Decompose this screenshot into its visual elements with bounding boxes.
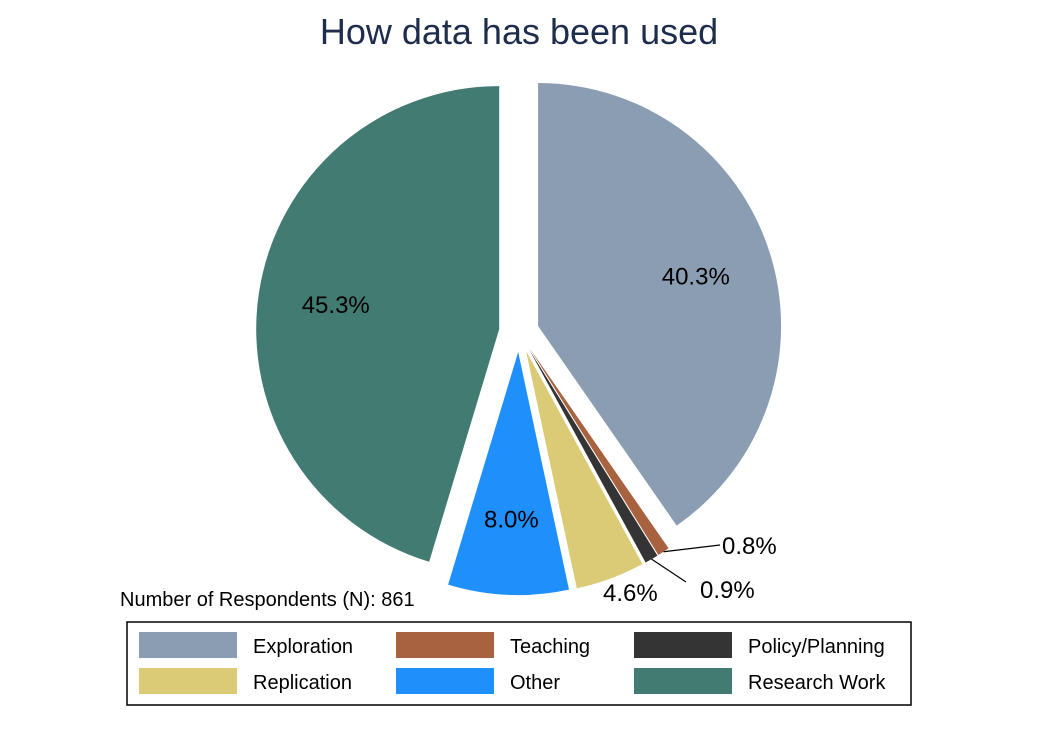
leader-line-teaching	[663, 544, 721, 553]
slice-labels: 40.3% 0.8% 0.9% 4.6% 8.0% 45.3%	[302, 264, 777, 607]
slice-label-other: 8.0%	[484, 507, 539, 534]
legend-label-teaching: Teaching	[510, 636, 590, 658]
pie-slice-exploration	[538, 83, 782, 526]
leader-lines	[651, 544, 721, 583]
legend-label-policy-planning: Policy/Planning	[748, 636, 885, 658]
legend-label-replication: Replication	[253, 672, 352, 694]
legend-label-research-work: Research Work	[748, 672, 886, 694]
pie-slice-other	[448, 351, 569, 595]
pie-slice-research-work	[256, 86, 500, 562]
slice-label-policy-planning: 0.9%	[700, 577, 755, 604]
pie-slices	[256, 83, 782, 595]
legend-swatch-teaching	[396, 632, 494, 658]
respondents-note: Number of Respondents (N): 861	[120, 589, 415, 611]
slice-label-teaching: 0.8%	[722, 533, 777, 560]
leader-line-policy-planning	[651, 558, 687, 583]
legend-swatch-research-work	[634, 668, 732, 694]
legend-swatch-policy-planning	[634, 632, 732, 658]
slice-label-exploration: 40.3%	[662, 264, 730, 291]
legend-swatch-exploration	[139, 632, 237, 658]
legend-swatch-other	[396, 668, 494, 694]
legend-swatch-replication	[139, 668, 237, 694]
pie-slice-policy-planning	[529, 349, 658, 563]
legend-label-other: Other	[510, 672, 560, 694]
chart-title: How data has been used	[320, 11, 718, 52]
slice-label-replication: 4.6%	[603, 580, 658, 607]
pie-slice-replication	[525, 350, 643, 589]
legend-box	[126, 621, 912, 706]
legend-label-exploration: Exploration	[253, 636, 353, 658]
slice-label-research-work: 45.3%	[302, 292, 370, 319]
pie-slice-teaching	[529, 348, 669, 556]
legend: Exploration Teaching Policy/Planning Replic…	[126, 621, 912, 706]
